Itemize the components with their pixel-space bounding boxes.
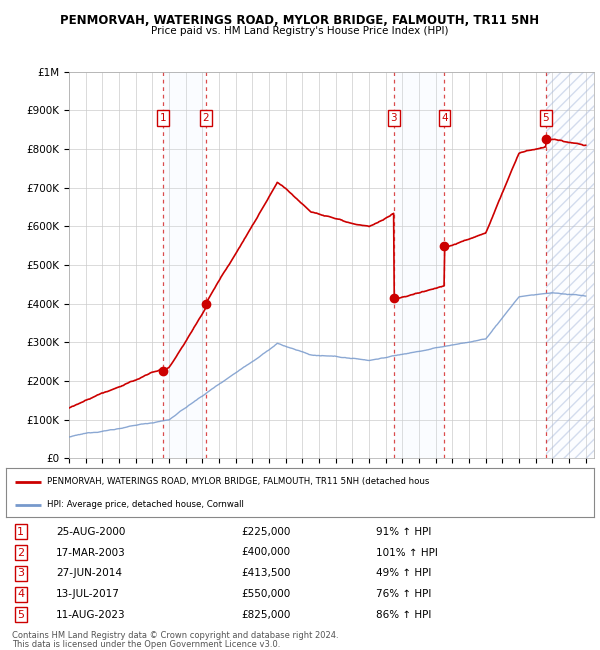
- Text: This data is licensed under the Open Government Licence v3.0.: This data is licensed under the Open Gov…: [12, 640, 280, 649]
- Text: 4: 4: [17, 589, 24, 599]
- Bar: [546, 72, 594, 458]
- Text: 11-AUG-2023: 11-AUG-2023: [56, 610, 125, 620]
- Text: 5: 5: [17, 610, 24, 620]
- Text: 1: 1: [17, 526, 24, 537]
- Text: £413,500: £413,500: [241, 568, 291, 578]
- Text: 91% ↑ HPI: 91% ↑ HPI: [376, 526, 432, 537]
- Text: 2: 2: [17, 547, 24, 558]
- Text: £550,000: £550,000: [241, 589, 290, 599]
- Text: 101% ↑ HPI: 101% ↑ HPI: [376, 547, 439, 558]
- Bar: [546, 72, 594, 458]
- Text: 1: 1: [160, 113, 166, 123]
- Text: 5: 5: [542, 113, 549, 123]
- Bar: [163, 72, 206, 458]
- Text: Price paid vs. HM Land Registry's House Price Index (HPI): Price paid vs. HM Land Registry's House …: [151, 26, 449, 36]
- Text: 25-AUG-2000: 25-AUG-2000: [56, 526, 125, 537]
- Text: 2: 2: [203, 113, 209, 123]
- Text: HPI: Average price, detached house, Cornwall: HPI: Average price, detached house, Corn…: [47, 500, 244, 509]
- Text: Contains HM Land Registry data © Crown copyright and database right 2024.: Contains HM Land Registry data © Crown c…: [12, 630, 338, 640]
- Text: £825,000: £825,000: [241, 610, 290, 620]
- Text: 3: 3: [391, 113, 397, 123]
- Text: PENMORVAH, WATERINGS ROAD, MYLOR BRIDGE, FALMOUTH, TR11 5NH: PENMORVAH, WATERINGS ROAD, MYLOR BRIDGE,…: [61, 14, 539, 27]
- Text: £225,000: £225,000: [241, 526, 290, 537]
- Text: 13-JUL-2017: 13-JUL-2017: [56, 589, 120, 599]
- Text: £400,000: £400,000: [241, 547, 290, 558]
- Text: PENMORVAH, WATERINGS ROAD, MYLOR BRIDGE, FALMOUTH, TR11 5NH (detached hous: PENMORVAH, WATERINGS ROAD, MYLOR BRIDGE,…: [47, 477, 430, 486]
- Text: 86% ↑ HPI: 86% ↑ HPI: [376, 610, 432, 620]
- Bar: [394, 72, 445, 458]
- Text: 49% ↑ HPI: 49% ↑ HPI: [376, 568, 432, 578]
- Text: 17-MAR-2003: 17-MAR-2003: [56, 547, 126, 558]
- Text: 76% ↑ HPI: 76% ↑ HPI: [376, 589, 432, 599]
- Text: 3: 3: [17, 568, 24, 578]
- Text: 4: 4: [441, 113, 448, 123]
- Text: 27-JUN-2014: 27-JUN-2014: [56, 568, 122, 578]
